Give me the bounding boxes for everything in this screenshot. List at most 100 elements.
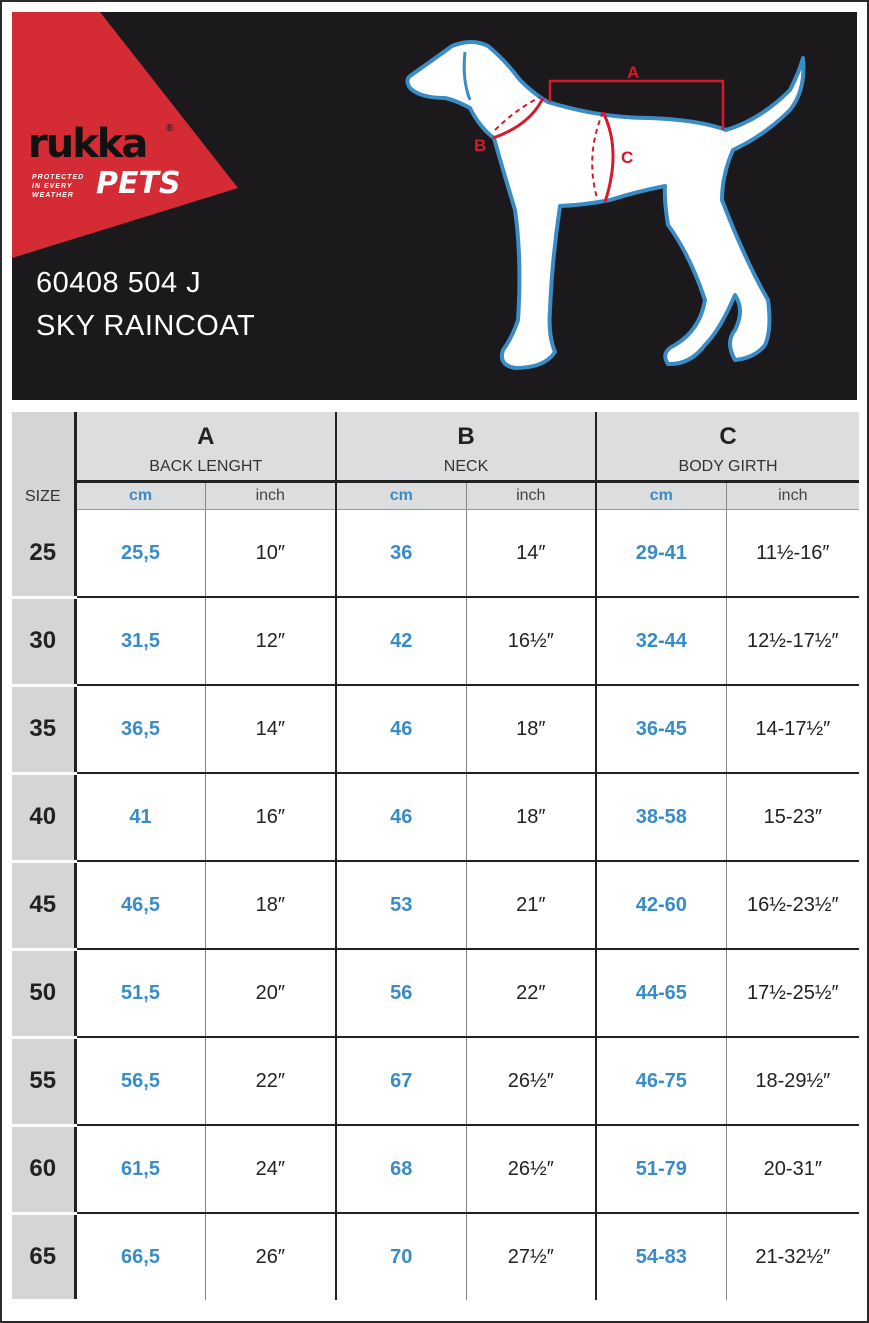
product-name: SKY RAINCOAT xyxy=(36,310,256,342)
cell-b-in: 14″ xyxy=(466,509,598,598)
cell-c-in: 11½-16″ xyxy=(726,509,860,598)
measure-c-girth-dashed xyxy=(591,111,604,199)
brand-tagline: PROTECTED IN EVERY WEATHER xyxy=(32,174,85,199)
cell-c-in: 14-17½″ xyxy=(726,685,860,774)
label-b: B xyxy=(474,136,486,155)
unit-inch: inch xyxy=(726,481,860,510)
size-header: SIZE xyxy=(12,412,77,510)
cell-c-in: 16½-23½″ xyxy=(726,861,860,950)
size-cell: 65 xyxy=(12,1213,77,1302)
group-name: BACK LENGHT xyxy=(149,458,263,475)
table-row: 55 56,5 22″ 67 26½″ 46-75 18-29½″ xyxy=(12,1037,860,1127)
cell-b-in: 18″ xyxy=(466,773,598,862)
measure-b-neck-dashed xyxy=(494,96,541,131)
cell-c-cm: 36-45 xyxy=(596,685,727,774)
size-cell: 50 xyxy=(12,949,77,1039)
label-a: A xyxy=(627,63,639,82)
cell-c-in: 12½-17½″ xyxy=(726,597,860,686)
cell-b-cm: 46 xyxy=(336,773,467,862)
registered-mark: ® xyxy=(166,123,174,134)
cell-c-cm: 38-58 xyxy=(596,773,727,862)
cell-a-in: 16″ xyxy=(205,773,338,862)
cell-b-cm: 68 xyxy=(336,1125,467,1214)
table-row: 50 51,5 20″ 56 22″ 44-65 17½-25½″ xyxy=(12,949,860,1039)
measure-b-neck xyxy=(492,97,545,140)
cell-b-cm: 36 xyxy=(336,509,467,598)
table-row: 35 36,5 14″ 46 18″ 36-45 14-17½″ xyxy=(12,685,860,775)
dog-diagram: A B C xyxy=(12,12,806,370)
cell-b-in: 16½″ xyxy=(466,597,598,686)
product-code: 60408 504 J xyxy=(36,267,202,299)
cell-a-in: 12″ xyxy=(205,597,338,686)
dog-silhouette xyxy=(405,40,806,370)
cell-a-in: 14″ xyxy=(205,685,338,774)
header-panel: A B C rukka ® PROTECTED IN EVERY WEATHER… xyxy=(12,12,857,400)
cell-a-in: 10″ xyxy=(205,509,338,598)
cell-b-in: 27½″ xyxy=(466,1213,598,1300)
table-row: 30 31,5 12″ 42 16½″ 32-44 12½-17½″ xyxy=(12,597,860,687)
cell-c-cm: 51-79 xyxy=(596,1125,727,1214)
cell-a-cm: 31,5 xyxy=(75,597,206,686)
group-name: NECK xyxy=(443,458,489,475)
cell-b-in: 18″ xyxy=(466,685,598,774)
cell-c-in: 21-32½″ xyxy=(755,1245,831,1268)
cell-b-in: 26½″ xyxy=(466,1037,598,1126)
cell-c-cm: 29-41 xyxy=(596,509,727,598)
group-letter: A xyxy=(197,423,215,450)
unit-cm: cm xyxy=(336,481,467,510)
group-header-b: B NECK xyxy=(336,412,598,483)
cell-c-cm: 54-83 xyxy=(596,1213,727,1300)
group-letter: B xyxy=(457,423,475,450)
cell-c-cm: 32-44 xyxy=(596,597,727,686)
cell-a-in: 18″ xyxy=(205,861,338,950)
size-cell: 55 xyxy=(12,1037,77,1127)
unit-cm: cm xyxy=(75,481,206,510)
table-row: 25 25,5 10″ 36 14″ 29-41 11½-16″ xyxy=(12,509,860,599)
measure-a-bracket xyxy=(548,79,725,130)
group-letter: C xyxy=(719,423,737,450)
unit-inch: inch xyxy=(466,481,598,510)
group-header-a: A BACK LENGHT xyxy=(75,412,338,483)
cell-a-cm: 46,5 xyxy=(75,861,206,950)
cell-b-cm: 46 xyxy=(336,685,467,774)
group-header-c: C BODY GIRTH xyxy=(596,412,860,483)
measure-c-girth xyxy=(601,111,615,203)
unit-inch: inch xyxy=(205,481,338,510)
brand-logo-text: rukka xyxy=(28,121,148,167)
table-row: 45 46,5 18″ 53 21″ 42-60 16½-23½″ xyxy=(12,861,860,951)
cell-c-cm: 44-65 xyxy=(596,949,727,1038)
cell-a-in: 22″ xyxy=(205,1037,338,1126)
cell-a-cm: 41 xyxy=(75,773,206,862)
table-row: 65 66,5 26″ 70 27½″ 54-83 21-32½″ xyxy=(12,1213,859,1302)
size-cell: 25 xyxy=(12,509,77,599)
cell-c-cm: 42-60 xyxy=(596,861,727,950)
cell-a-cm: 36,5 xyxy=(75,685,206,774)
unit-cm: cm xyxy=(596,481,727,510)
cell-a-cm: 51,5 xyxy=(75,949,206,1038)
brand-sub: PETS xyxy=(96,166,181,201)
cell-b-in: 26½″ xyxy=(466,1125,598,1214)
cell-b-in: 22″ xyxy=(466,949,598,1038)
cell-b-cm: 42 xyxy=(336,597,467,686)
size-cell: 45 xyxy=(12,861,77,951)
cell-b-cm: 70 xyxy=(336,1213,467,1300)
group-name: BODY GIRTH xyxy=(678,458,778,475)
size-cell: 60 xyxy=(12,1125,77,1215)
cell-a-cm: 61,5 xyxy=(75,1125,206,1214)
cell-a-in: 24″ xyxy=(205,1125,338,1214)
ear xyxy=(462,51,472,101)
cell-a-cm: 66,5 xyxy=(75,1213,206,1300)
cell-c-in: 18-29½″ xyxy=(726,1037,860,1126)
size-cell: 30 xyxy=(12,597,77,687)
size-cell: 40 xyxy=(12,773,77,863)
table-row: 60 61,5 24″ 68 26½″ 51-79 20-31″ xyxy=(12,1125,860,1215)
cell-c-in: 17½-25½″ xyxy=(726,949,860,1038)
cell-a-in: 26″ xyxy=(205,1213,338,1300)
cell-b-cm: 56 xyxy=(336,949,467,1038)
cell-c-in: 15-23″ xyxy=(726,773,860,862)
cell-a-cm: 25,5 xyxy=(75,509,206,598)
cell-c-cm: 46-75 xyxy=(596,1037,727,1126)
cell-b-in: 21″ xyxy=(466,861,598,950)
size-table: SIZE A BACK LENGHT B NECK C BODY GIRTH cm i… xyxy=(12,412,860,1302)
